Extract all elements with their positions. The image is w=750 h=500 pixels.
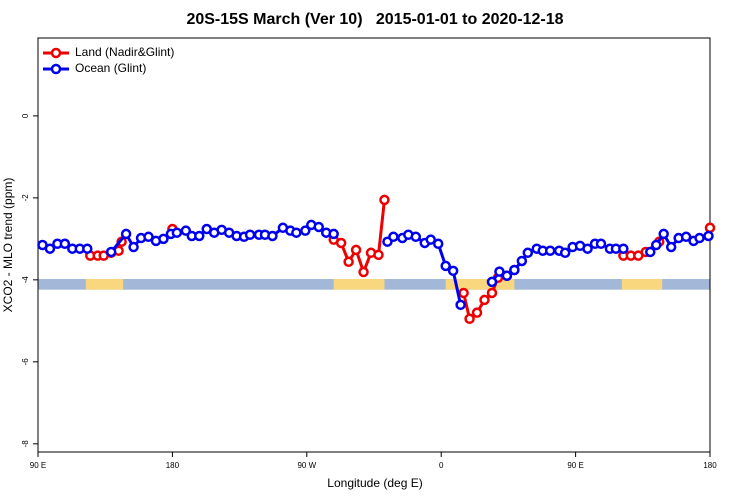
data-point: [458, 287, 469, 299]
data-point: [244, 229, 256, 241]
legend-label: Ocean (Glint): [75, 61, 146, 75]
data-point: [471, 307, 483, 318]
x-tick-label: 90 W: [297, 461, 316, 470]
data-point: [522, 247, 534, 259]
y-tick-label: -6: [21, 358, 30, 366]
data-point: [486, 287, 498, 299]
data-point: [291, 227, 302, 238]
land-mask: [333, 279, 385, 290]
x-tick-label: 90 E: [567, 461, 583, 470]
data-point: [665, 241, 677, 253]
data-point: [388, 231, 399, 243]
y-tick-label: -4: [21, 276, 30, 284]
data-point: [313, 221, 324, 233]
data-point: [516, 255, 528, 267]
x-tick-label: 180: [703, 461, 717, 470]
data-point: [300, 225, 311, 236]
y-tick-label: 0: [21, 113, 30, 118]
data-point: [680, 231, 692, 243]
data-point: [59, 238, 71, 250]
y-tick-label: -8: [21, 440, 30, 448]
data-point: [658, 228, 669, 240]
data-point: [373, 249, 384, 261]
data-point: [328, 228, 339, 240]
data-point: [410, 231, 422, 243]
data-point: [703, 230, 714, 242]
data-point: [650, 239, 662, 251]
data-point: [694, 232, 705, 244]
land-mask: [85, 279, 124, 290]
x-tick-label: 90 E: [30, 461, 46, 470]
data-point: [343, 256, 354, 268]
data-point: [158, 233, 169, 245]
data-point: [358, 266, 369, 278]
x-tick-label: 180: [166, 461, 180, 470]
data-point: [582, 243, 593, 254]
data-point: [501, 270, 513, 281]
data-point: [171, 227, 183, 238]
data-point: [645, 246, 656, 258]
x-tick-label: 0: [439, 461, 444, 470]
legend-marker: [50, 47, 62, 59]
data-point: [128, 241, 139, 253]
data-point: [335, 237, 347, 249]
data-point: [267, 230, 278, 242]
series-line: [90, 200, 710, 319]
y-tick-label: -2: [21, 194, 30, 202]
land-mask: [445, 279, 515, 290]
data-point: [494, 266, 505, 277]
data-point: [44, 243, 56, 254]
data-point: [82, 243, 93, 254]
data-point: [425, 234, 436, 245]
data-point: [143, 231, 154, 243]
land-mask: [621, 279, 663, 290]
data-point: [120, 228, 132, 240]
x-axis-label: Longitude (deg E): [327, 476, 422, 490]
data-point: [544, 245, 556, 256]
data-point: [350, 244, 362, 256]
data-point: [455, 299, 466, 311]
data-point: [509, 264, 520, 276]
legend-label: Land (Nadir&Glint): [75, 45, 174, 59]
data-point: [618, 243, 629, 254]
data-point: [379, 194, 390, 206]
legend-marker: [50, 63, 62, 75]
chart-title: 20S-15S March (Ver 10) 2015-01-01 to 202…: [186, 11, 563, 28]
data-point: [559, 247, 571, 259]
data-point: [194, 230, 205, 242]
data-point: [464, 313, 475, 325]
data-point: [479, 294, 490, 306]
data-point: [595, 238, 607, 250]
data-point: [704, 222, 716, 234]
data-point: [486, 276, 498, 288]
data-point: [440, 260, 451, 272]
data-point: [447, 265, 459, 277]
y-axis-label: XCO2 - MLO trend (ppm): [1, 178, 15, 313]
data-point: [105, 246, 117, 258]
data-point: [432, 238, 444, 250]
